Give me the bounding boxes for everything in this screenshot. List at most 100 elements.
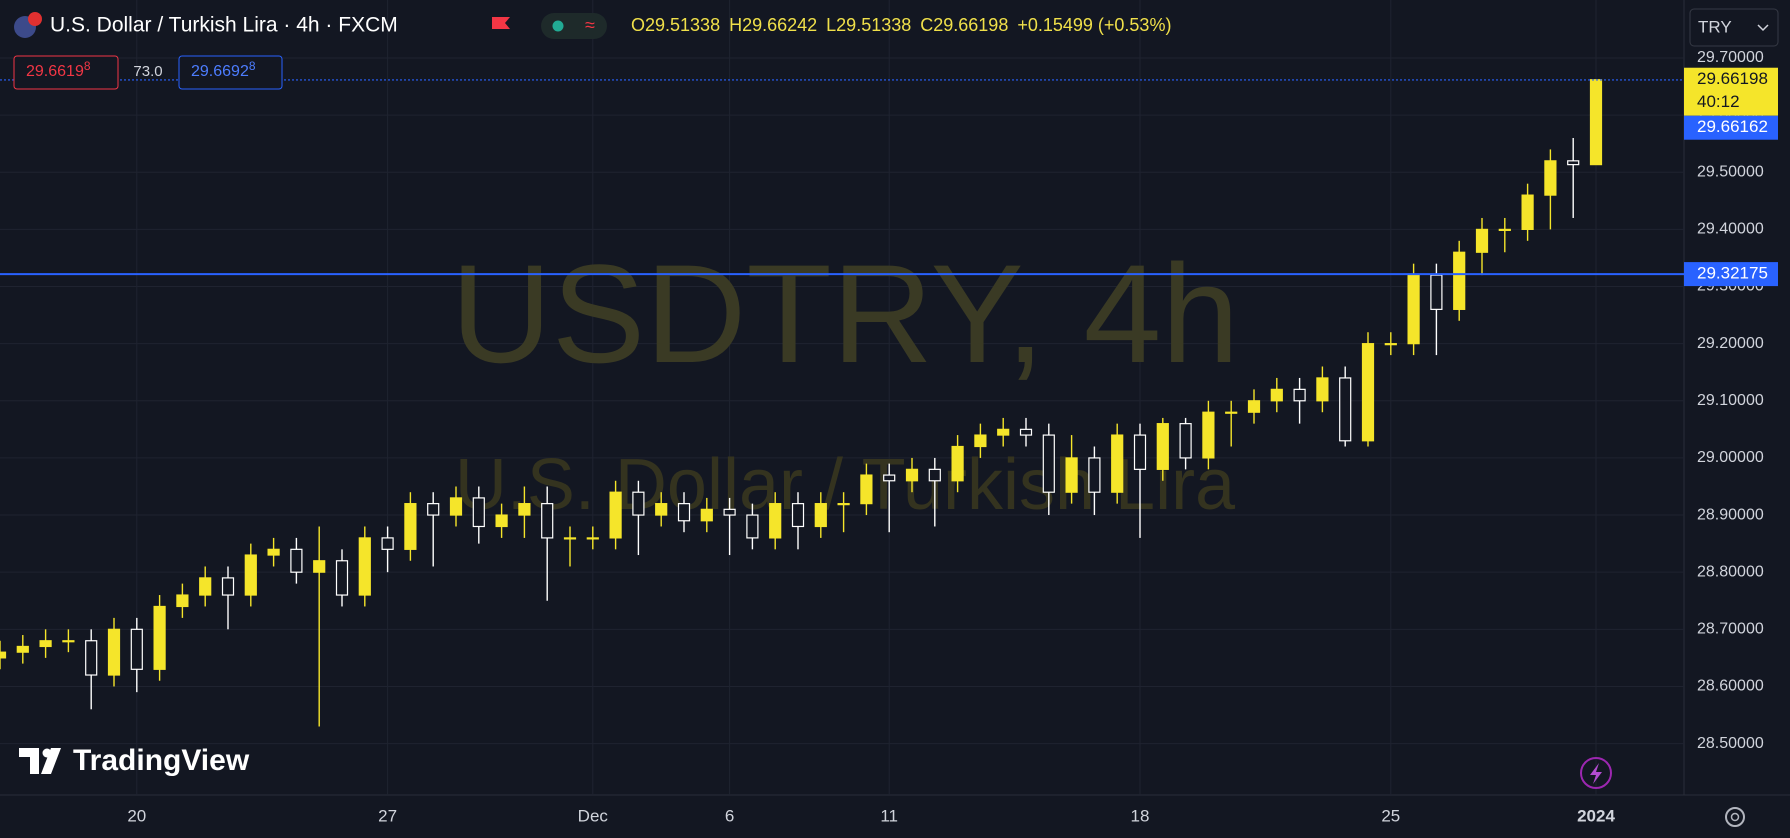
settings-icon: [1730, 812, 1740, 822]
candle-body: [1247, 400, 1261, 413]
candle-body: [244, 554, 257, 596]
candle-body: [1453, 251, 1466, 310]
overlay: 29.66198 40:12 29.66162 29.32175: [0, 67, 1778, 287]
sell-price: 29.66198: [26, 59, 91, 80]
status-dot: [552, 20, 564, 32]
candle-body: [267, 548, 280, 556]
ohlc-item: L29.51338: [826, 15, 911, 35]
candle-body: [130, 628, 143, 670]
candle-body: [1156, 423, 1169, 470]
dropdown-arrow: [1757, 24, 1769, 32]
candle-body: [16, 645, 29, 653]
candle-body: [1430, 274, 1443, 310]
y-tick-label: 29.50000: [1697, 163, 1764, 180]
candle-body: [176, 594, 189, 608]
candle-body: [1521, 194, 1534, 230]
sell-box[interactable]: [13, 55, 119, 90]
candle-body: [1407, 274, 1420, 345]
candle-body: [107, 628, 121, 676]
candle-body: [1475, 228, 1489, 253]
symbol-title[interactable]: U.S. Dollar / Turkish Lira · 4h · FXCM: [50, 14, 398, 37]
candle-body: [746, 514, 759, 539]
ohlc-legend: O29.51338 H29.66242 L29.51338 C29.66198 +0.1…: [631, 15, 1171, 35]
status-wave: ≈: [585, 15, 595, 35]
y-tick-label: 29.10000: [1697, 392, 1764, 409]
y-tick-label: 28.50000: [1697, 735, 1764, 752]
candle-body: [495, 514, 508, 528]
x-tick-label: 2024: [1577, 806, 1615, 825]
ohlc-item: C29.66198: [920, 15, 1008, 35]
candle-body: [1498, 228, 1511, 231]
candle-body: [404, 503, 417, 550]
countdown: 40:12: [1697, 92, 1740, 111]
sell-price-main: 29.6619: [26, 63, 84, 80]
candle-body: [997, 428, 1010, 436]
y-tick-label: 28.60000: [1697, 678, 1764, 695]
candle-body: [928, 468, 941, 482]
currency-button[interactable]: [1689, 8, 1779, 47]
line-badge: [1684, 262, 1778, 287]
lightning-icon: [1590, 763, 1602, 784]
candle-body: [290, 548, 303, 573]
candle-body: [1361, 343, 1375, 442]
candle-body: [769, 503, 782, 539]
last-price-badge: [1684, 67, 1778, 116]
x-tick-label: 20: [127, 806, 146, 825]
candle-body: [85, 640, 98, 676]
candle-body: [1019, 428, 1033, 436]
spread: 73.0: [133, 63, 162, 80]
y-tick-label: 29.00000: [1697, 449, 1764, 466]
status-pill[interactable]: [541, 13, 607, 39]
candle-body: [974, 434, 987, 448]
candle-body: [0, 651, 7, 659]
brand-name: TradingView: [73, 744, 250, 777]
candle-body: [427, 503, 440, 516]
y-tick-label: 29.20000: [1697, 335, 1764, 352]
candle-body: [1202, 411, 1215, 459]
x-tick-label: Dec: [578, 806, 609, 825]
watermark: USDTRY, 4h: [451, 235, 1240, 392]
bid-badge: [1684, 115, 1778, 140]
settings-button[interactable]: [1725, 807, 1745, 827]
flag-icon: [28, 12, 42, 26]
candle-body: [358, 537, 371, 596]
candle-body: [1589, 79, 1603, 166]
buy-price-tail: 8: [249, 59, 256, 73]
x-tick-label: 18: [1131, 806, 1150, 825]
candle-body: [563, 537, 577, 540]
candle-body: [791, 503, 805, 528]
last-price: 29.66198: [1697, 69, 1768, 88]
candle-body: [586, 537, 599, 540]
ohlc-item: O29.51338: [631, 15, 720, 35]
bid-price: 29.66162: [1697, 117, 1768, 136]
buy-box[interactable]: [178, 55, 283, 90]
candle-body: [541, 503, 554, 539]
candle-body: [313, 560, 326, 573]
y-tick-label: 28.70000: [1697, 621, 1764, 638]
candle-body: [221, 577, 235, 596]
candle-body: [1270, 388, 1283, 402]
currency-label: TRY: [1698, 17, 1732, 36]
brand-logo-dot: [42, 748, 52, 758]
candle-body: [951, 445, 964, 482]
candle-body: [1567, 160, 1580, 166]
buy-price: 29.66928: [191, 59, 256, 80]
flag-marker[interactable]: [492, 17, 510, 29]
lightning-button[interactable]: [1580, 757, 1612, 789]
candle-body: [1065, 457, 1078, 493]
candle-body: [883, 474, 896, 482]
candle-body: [609, 491, 622, 539]
candle-body: [1111, 434, 1124, 493]
candle-body: [1088, 457, 1101, 493]
line-price: 29.32175: [1697, 264, 1768, 283]
candle-body: [39, 640, 52, 648]
candle-body: [905, 468, 919, 482]
x-tick-label: 6: [725, 806, 734, 825]
ohlc-item: +0.15499 (+0.53%): [1017, 15, 1171, 35]
x-tick-label: 11: [880, 806, 898, 825]
candle-body: [518, 503, 531, 516]
candle-body: [472, 497, 485, 528]
